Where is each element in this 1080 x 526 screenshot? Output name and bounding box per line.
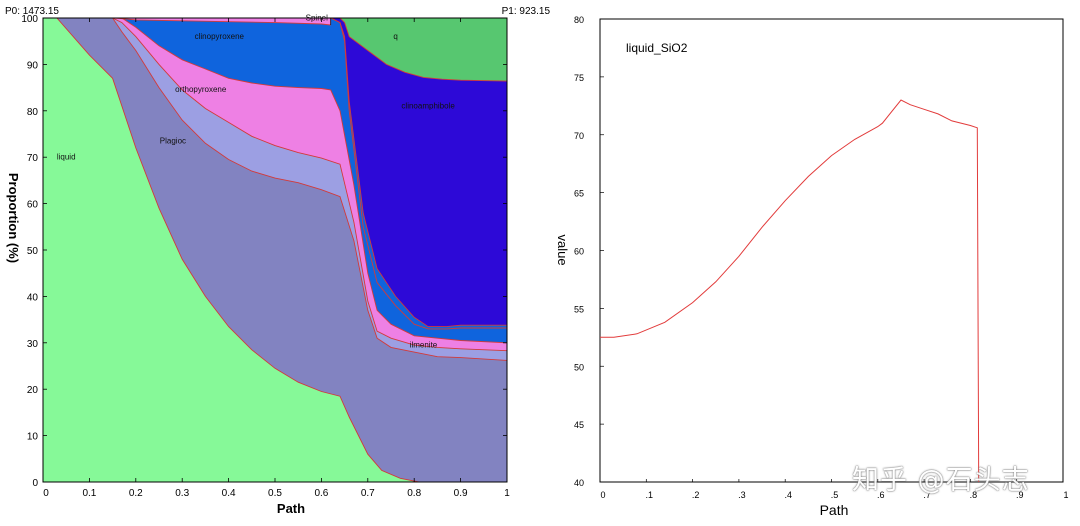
right-y-ticks: 40 45 50 55 60 65 70 75 80 <box>574 15 604 488</box>
series-line-liquid-sio2 <box>600 99 980 483</box>
y-tick-label: 60 <box>27 200 39 211</box>
x-tick-label: 0.2 <box>129 488 143 499</box>
x-tick-label: .6 <box>877 490 885 500</box>
x-tick-label: 0 <box>43 488 49 499</box>
right-x-ticks: 0 .1 .2 .3 .4 .5 .6 .7 .8 .9 1 <box>599 479 1069 500</box>
x-tick-label: .3 <box>738 490 746 500</box>
phase-label-clinopyroxene: clinopyroxene <box>195 32 245 41</box>
y-tick-label: 100 <box>21 14 38 25</box>
phase-label-clinoamphibole: clinoamphibole <box>401 101 455 110</box>
right-chart-title: liquid_SiO2 <box>626 41 688 55</box>
right-x-axis-label: Path <box>820 502 849 518</box>
y-tick-label: 40 <box>574 478 584 488</box>
x-tick-label: 0 <box>600 490 605 500</box>
boundary-ilmenite <box>43 18 507 352</box>
x-tick-label: 0.6 <box>314 488 328 499</box>
phase-label-plagioc: Plagioc <box>160 136 186 145</box>
x-tick-label: .8 <box>970 490 978 500</box>
phase-label-liquid: liquid <box>57 153 76 162</box>
left-y-axis-label: Proportion (%) <box>6 173 21 263</box>
y-tick-label: 90 <box>27 60 39 71</box>
y-tick-label: 45 <box>574 420 584 430</box>
left-area-chart: clinopyroxeneSpinelqorthopyroxeneclinoam… <box>5 6 550 516</box>
boundary-liquid <box>43 18 507 482</box>
y-tick-label: 60 <box>574 247 584 257</box>
x-tick-label: 0.1 <box>82 488 96 499</box>
left-y-ticks: 0 10 20 30 40 50 60 70 80 90 100 <box>21 14 507 489</box>
x-tick-label: .1 <box>646 490 654 500</box>
left-x-ticks: 0 0.1 0.2 0.3 0.4 0.5 0.6 0.7 0.8 0.9 1 <box>42 18 510 499</box>
y-tick-label: 70 <box>27 153 39 164</box>
y-tick-label: 80 <box>574 15 584 25</box>
left-corner-label-p1: P1: 923.15 <box>502 6 551 17</box>
y-tick-label: 0 <box>32 478 38 489</box>
watermark: 知乎 @石头志 <box>852 465 1030 496</box>
x-tick-label: 0.8 <box>407 488 421 499</box>
line-liquid-sio2 <box>600 99 980 483</box>
area-liquid <box>43 18 507 482</box>
x-tick-label: 0.7 <box>361 488 375 499</box>
y-tick-label: 65 <box>574 189 584 199</box>
x-tick-label: 0.5 <box>268 488 282 499</box>
boundary-lines <box>43 18 507 482</box>
left-corner-label-p0: P0: 1473.15 <box>5 6 59 17</box>
x-tick-label: .2 <box>692 490 700 500</box>
phase-label-ilmenite: ilmenite <box>410 340 438 349</box>
boundary-q-lower <box>339 18 507 82</box>
right-plot-frame <box>599 18 1064 483</box>
x-tick-label: 0.9 <box>454 488 468 499</box>
y-tick-label: 75 <box>574 73 584 83</box>
phase-label-q: q <box>393 32 397 41</box>
boundary-orthopyroxene <box>43 18 507 344</box>
x-tick-label: .9 <box>1016 490 1024 500</box>
y-tick-label: 70 <box>574 131 584 141</box>
x-tick-label: 1 <box>1063 490 1068 500</box>
right-line-chart: 0.1.2.3.4.5.6.7.8.9 1 404550556065707580 … <box>555 15 1069 518</box>
left-x-axis-label: Path <box>277 501 305 516</box>
x-tick-label: 0.4 <box>222 488 236 499</box>
y-tick-label: 50 <box>574 362 584 372</box>
x-tick-label: 1 <box>504 488 510 499</box>
phase-label-orthopyroxene: orthopyroxene <box>175 85 227 94</box>
y-tick-label: 80 <box>27 107 39 118</box>
x-tick-label: .4 <box>784 490 792 500</box>
y-tick-label: 40 <box>27 292 39 303</box>
y-tick-label: 55 <box>574 304 584 314</box>
boundary-clinoamphibole-lower <box>330 18 507 328</box>
y-tick-label: 50 <box>27 246 39 257</box>
boundary-plagioclase <box>43 18 507 361</box>
y-tick-label: 10 <box>27 432 39 443</box>
x-tick-label: .7 <box>923 490 931 500</box>
y-tick-label: 30 <box>27 339 39 350</box>
x-tick-label: 0.3 <box>175 488 189 499</box>
right-y-axis-label: value <box>555 234 570 265</box>
area-fills <box>43 18 507 482</box>
x-tick-label: .5 <box>831 490 839 500</box>
y-tick-label: 20 <box>27 385 39 396</box>
